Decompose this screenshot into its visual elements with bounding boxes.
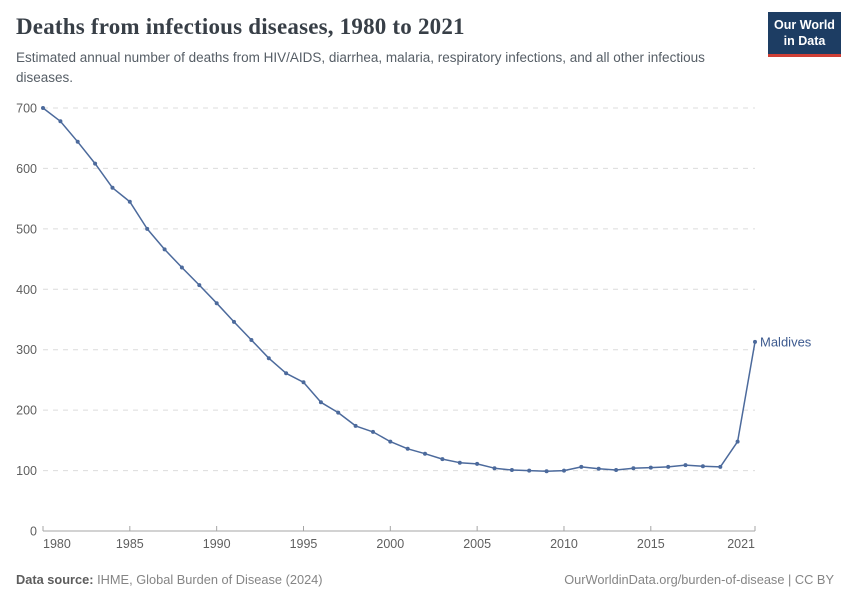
data-source: Data source: IHME, Global Burden of Dise… [16, 572, 323, 587]
y-axis-tick-label: 100 [16, 464, 37, 478]
data-point [753, 339, 757, 344]
data-point [249, 338, 254, 342]
data-point [596, 466, 601, 471]
x-axis-tick-label: 1980 [43, 537, 71, 551]
data-source-text: IHME, Global Burden of Disease (2024) [93, 572, 323, 587]
data-point [266, 356, 271, 361]
data-point [301, 380, 306, 385]
data-point [423, 451, 427, 456]
data-point [232, 319, 236, 324]
data-point [527, 468, 532, 473]
data-point [127, 199, 132, 204]
x-axis-tick-label: 1995 [290, 537, 318, 551]
data-point [179, 265, 184, 270]
owid-logo: Our World in Data [768, 12, 841, 58]
series-line [42, 107, 756, 472]
data-point [492, 466, 497, 471]
data-point [162, 247, 167, 252]
data-point [440, 457, 445, 462]
data-point [197, 283, 202, 288]
owid-logo-line2: in Data [783, 33, 826, 48]
chart-subtitle: Estimated annual number of deaths from H… [16, 50, 705, 85]
owid-logo-line1: Our World [774, 18, 835, 32]
license-link[interactable]: OurWorldinData.org/burden-of-disease | C… [564, 572, 834, 587]
data-point [735, 439, 740, 444]
chart-header: Deaths from infectious diseases, 1980 to… [0, 0, 850, 87]
data-point [509, 468, 514, 472]
data-point [631, 466, 636, 471]
data-point [110, 185, 115, 190]
data-point [388, 439, 393, 444]
y-axis-tick-label: 300 [16, 343, 37, 357]
data-source-label: Data source: [16, 572, 94, 587]
chart-area: 0 100 200 300 400 500 600 700 1980 1985 1990 1995 20… [0, 100, 850, 562]
y-axis-tick-label: 700 [16, 102, 37, 116]
x-axis-tick-label: 2005 [463, 537, 491, 551]
y-axis-tick-label: 600 [16, 162, 37, 176]
x-axis-tick-label: 1985 [116, 537, 144, 551]
x-axis-tick-label: 1990 [203, 537, 231, 551]
data-point [58, 119, 63, 124]
data-point [75, 139, 80, 144]
data-point [683, 463, 688, 468]
data-point [145, 226, 150, 231]
data-point [648, 465, 653, 470]
x-axis-tick-label: 2010 [550, 537, 578, 551]
data-point [371, 429, 375, 434]
series-end-label: Maldives [760, 334, 812, 349]
y-axis-tick-label: 200 [16, 404, 37, 418]
y-axis-tick-label: 400 [16, 283, 37, 297]
page-title: Deaths from infectious diseases, 1980 to… [16, 14, 465, 39]
x-axis-tick-label: 2015 [637, 537, 665, 551]
x-axis-tick-label: 2021 [727, 537, 755, 551]
data-point [214, 301, 219, 306]
data-point [41, 106, 45, 110]
data-point [457, 460, 462, 465]
data-point [475, 461, 480, 466]
data-point [544, 469, 549, 474]
data-point [353, 423, 358, 428]
data-point [336, 410, 341, 415]
data-point [93, 161, 98, 166]
y-axis-tick-label: 500 [16, 222, 37, 236]
data-point [718, 464, 723, 469]
y-axis-tick-label: 0 [30, 525, 37, 539]
data-point [614, 468, 619, 472]
data-point [284, 371, 289, 376]
data-point [579, 464, 584, 469]
data-point [666, 464, 671, 469]
data-point [405, 446, 410, 451]
line-chart[interactable]: 0 100 200 300 400 500 600 700 1980 1985 1990 1995 20… [0, 100, 850, 562]
data-point [700, 464, 705, 469]
x-axis-tick-label: 2000 [376, 537, 404, 551]
chart-footer: Data source: IHME, Global Burden of Dise… [16, 572, 834, 587]
data-point [562, 468, 566, 473]
data-point [318, 400, 323, 405]
